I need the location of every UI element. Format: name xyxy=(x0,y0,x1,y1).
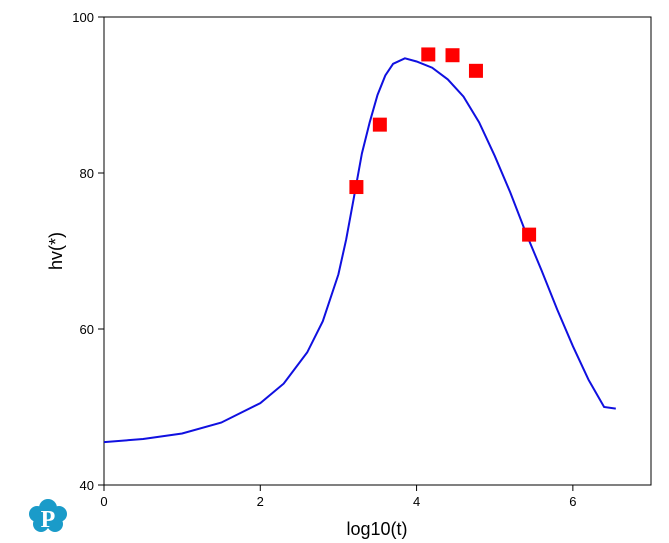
x-tick-label: 0 xyxy=(100,494,107,509)
data-point-marker xyxy=(349,180,364,195)
y-axis-title: hv(*) xyxy=(46,232,66,270)
x-tick-label: 2 xyxy=(257,494,264,509)
y-tick-label: 80 xyxy=(80,166,94,181)
x-axis-ticks: 0 2 4 6 xyxy=(100,485,576,509)
x-tick-label: 4 xyxy=(413,494,420,509)
data-point-marker xyxy=(372,117,387,132)
series-layer xyxy=(103,47,616,444)
y-tick-label: 40 xyxy=(80,478,94,493)
model-curve-line xyxy=(103,57,616,444)
x-axis-title: log10(t) xyxy=(346,519,407,539)
petrosoft-cloud-logo-icon: P xyxy=(29,499,67,533)
data-point-marker xyxy=(468,63,483,78)
logo-letter: P xyxy=(41,507,56,533)
data-point-marker xyxy=(445,48,460,63)
plot-frame xyxy=(103,16,652,486)
data-point-marker xyxy=(522,227,537,242)
x-tick-label: 6 xyxy=(569,494,576,509)
y-tick-label: 100 xyxy=(72,10,94,25)
y-axis-ticks: 40 60 80 100 xyxy=(72,10,104,493)
y-tick-label: 60 xyxy=(80,322,94,337)
data-point-marker xyxy=(421,47,436,62)
